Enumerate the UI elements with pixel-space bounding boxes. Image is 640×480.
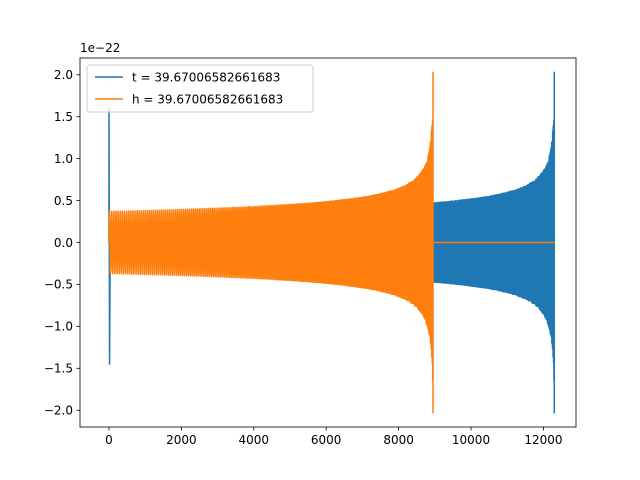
x-tick-label: 4000	[239, 433, 270, 447]
y-tick-label: 0.5	[54, 194, 73, 208]
y-tick-label: −1.5	[44, 362, 73, 376]
x-tick-label: 0	[105, 433, 113, 447]
x-tick-label: 12000	[524, 433, 562, 447]
y-tick-label: 1.5	[54, 110, 73, 124]
series-h	[108, 71, 555, 414]
y-tick-label: 0.0	[54, 236, 73, 250]
y-tick-label: 1.0	[54, 152, 73, 166]
y-tick-label: 2.0	[54, 68, 73, 82]
legend-label: h = 39.67006582661683	[132, 93, 283, 107]
legend: t = 39.67006582661683 h = 39.670065826616…	[86, 64, 314, 113]
x-tick-label: 6000	[311, 433, 342, 447]
series-line-segment	[108, 71, 434, 414]
legend-label: t = 39.67006582661683	[132, 71, 280, 85]
x-tick-label: 10000	[452, 433, 490, 447]
ticks: 0 2000 4000 6000 8000 10000 12000 −2.0 −1.5 −1.0 −…	[44, 68, 563, 447]
x-tick-label: 2000	[166, 433, 197, 447]
legend-box	[86, 64, 314, 113]
y-offset-text: 1e−22	[80, 41, 120, 55]
y-tick-label: −1.0	[44, 320, 73, 334]
x-tick-label: 8000	[383, 433, 414, 447]
plot-area	[108, 71, 556, 414]
y-tick-label: −2.0	[44, 404, 73, 418]
y-tick-label: −0.5	[44, 278, 73, 292]
